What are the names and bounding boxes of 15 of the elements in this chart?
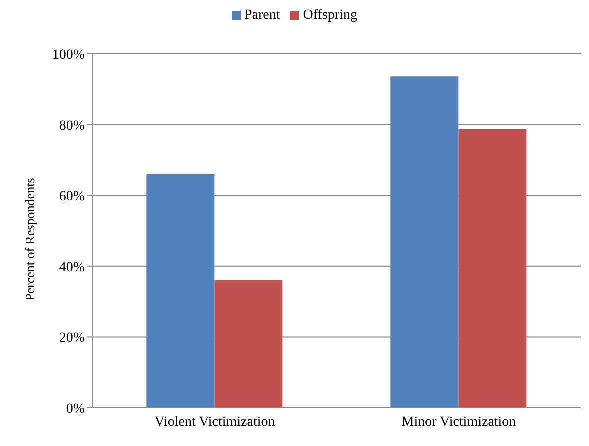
y-tick-label: 0% (66, 402, 86, 417)
y-tick-label: 100% (52, 48, 86, 63)
x-tick-label: Minor Victimization (402, 414, 516, 430)
legend-label: Offspring (303, 8, 358, 23)
y-axis-title: Percent of Respondents (22, 178, 38, 301)
y-tick-label: 80% (59, 118, 86, 134)
bar (214, 280, 283, 408)
bar (390, 76, 459, 408)
bar (458, 129, 527, 408)
y-tick-label: 20% (59, 331, 86, 346)
y-tick-label: 60% (59, 190, 86, 205)
y-tick-label: 40% (59, 260, 86, 276)
legend-label: Parent (244, 8, 280, 23)
bar (146, 174, 215, 408)
x-tick-label: Violent Victimization (154, 414, 276, 430)
